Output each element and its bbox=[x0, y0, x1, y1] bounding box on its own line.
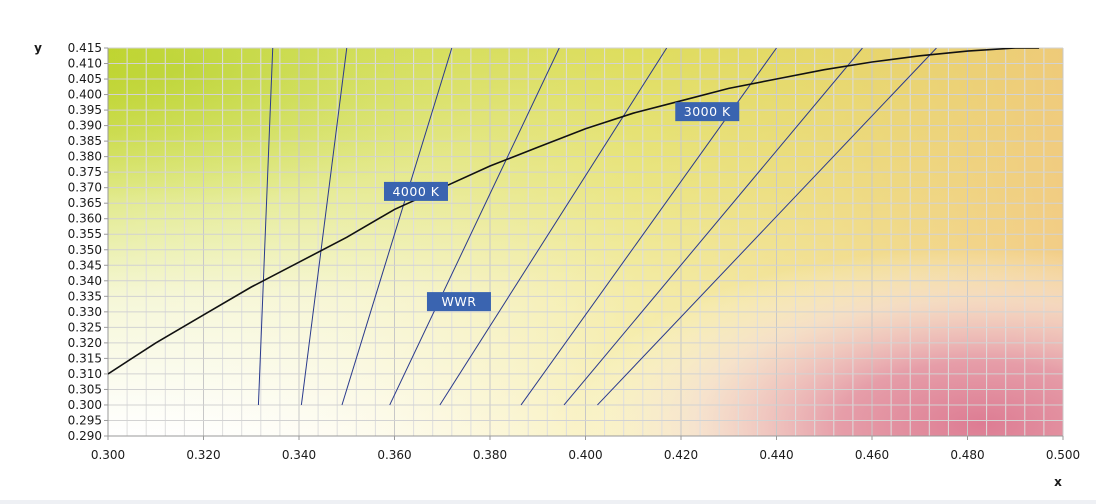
annotation: 4000 K bbox=[383, 181, 448, 201]
y-tick-label: 0.315 bbox=[68, 351, 102, 365]
gridlines bbox=[107, 47, 1064, 437]
y-tick-label: 0.300 bbox=[68, 398, 102, 412]
annotation-box bbox=[426, 292, 491, 312]
annotation-label: 4000 K bbox=[392, 184, 439, 199]
y-tick-label: 0.310 bbox=[68, 367, 102, 381]
y-tick-label: 0.365 bbox=[68, 196, 102, 210]
annotation-box bbox=[383, 181, 448, 201]
x-tick-label: 0.380 bbox=[473, 448, 507, 462]
x-tick-label: 0.440 bbox=[759, 448, 793, 462]
y-tick-label: 0.345 bbox=[68, 258, 102, 272]
isotherm-line bbox=[563, 48, 863, 406]
y-tick-label: 0.380 bbox=[68, 150, 102, 164]
y-tick-label: 0.375 bbox=[68, 165, 102, 179]
y-tick-label: 0.340 bbox=[68, 274, 102, 288]
x-axis-title: x bbox=[1054, 475, 1062, 489]
y-tick-label: 0.290 bbox=[68, 429, 102, 443]
x-tick-label: 0.480 bbox=[950, 448, 984, 462]
annotations: 3000 K 4000 K WWR bbox=[383, 102, 740, 312]
y-tick-label: 0.360 bbox=[68, 212, 102, 226]
x-tick-label: 0.460 bbox=[855, 448, 889, 462]
isotherm-line bbox=[257, 48, 274, 405]
isotherm-line bbox=[300, 48, 348, 406]
y-tick-label: 0.385 bbox=[68, 134, 102, 148]
y-tick-label: 0.295 bbox=[68, 413, 102, 427]
y-tick-label: 0.405 bbox=[68, 72, 102, 86]
y-tick-label: 0.395 bbox=[68, 103, 102, 117]
planckian-locus bbox=[108, 48, 1040, 375]
x-tick-label: 0.340 bbox=[282, 448, 316, 462]
isotherm-line bbox=[341, 48, 453, 406]
y-tick-label: 0.390 bbox=[68, 119, 102, 133]
y-tick-label: 0.325 bbox=[68, 320, 102, 334]
x-tick-label: 0.360 bbox=[377, 448, 411, 462]
y-tick-label: 0.330 bbox=[68, 305, 102, 319]
isotherm-line bbox=[439, 48, 668, 406]
y-tick-label: 0.335 bbox=[68, 289, 102, 303]
isotherm-line bbox=[389, 48, 560, 406]
annotation: WWR bbox=[426, 292, 491, 312]
annotation: 3000 K bbox=[675, 102, 740, 122]
y-tick-label: 0.350 bbox=[68, 243, 102, 257]
y-tick-label: 0.320 bbox=[68, 336, 102, 350]
x-tick-label: 0.400 bbox=[568, 448, 602, 462]
annotation-label: WWR bbox=[442, 294, 477, 309]
x-tick-label: 0.500 bbox=[1046, 448, 1080, 462]
y-tick-label: 0.400 bbox=[68, 88, 102, 102]
y-tick-label: 0.305 bbox=[68, 382, 102, 396]
axes: 0.2900.2950.3000.3050.3100.3150.3200.325… bbox=[68, 41, 1081, 462]
x-tick-label: 0.420 bbox=[664, 448, 698, 462]
y-axis-title: y bbox=[34, 41, 42, 55]
y-tick-label: 0.355 bbox=[68, 227, 102, 241]
x-tick-label: 0.320 bbox=[186, 448, 220, 462]
y-tick-label: 0.410 bbox=[68, 57, 102, 71]
planckian-locus-line bbox=[108, 48, 1040, 375]
isotherm-lines bbox=[257, 48, 937, 406]
x-tick-label: 0.300 bbox=[91, 448, 125, 462]
annotation-label: 3000 K bbox=[684, 104, 731, 119]
y-tick-label: 0.370 bbox=[68, 181, 102, 195]
annotation-box bbox=[675, 102, 740, 122]
y-tick-label: 0.415 bbox=[68, 41, 102, 55]
isotherm-line bbox=[597, 48, 937, 406]
